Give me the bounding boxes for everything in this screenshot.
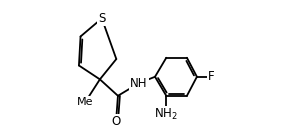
Text: S: S — [98, 12, 105, 25]
Text: F: F — [208, 70, 215, 83]
Text: Me: Me — [77, 97, 94, 107]
Text: NH: NH — [130, 77, 148, 90]
Text: O: O — [111, 115, 121, 128]
Text: NH$_2$: NH$_2$ — [154, 107, 178, 122]
